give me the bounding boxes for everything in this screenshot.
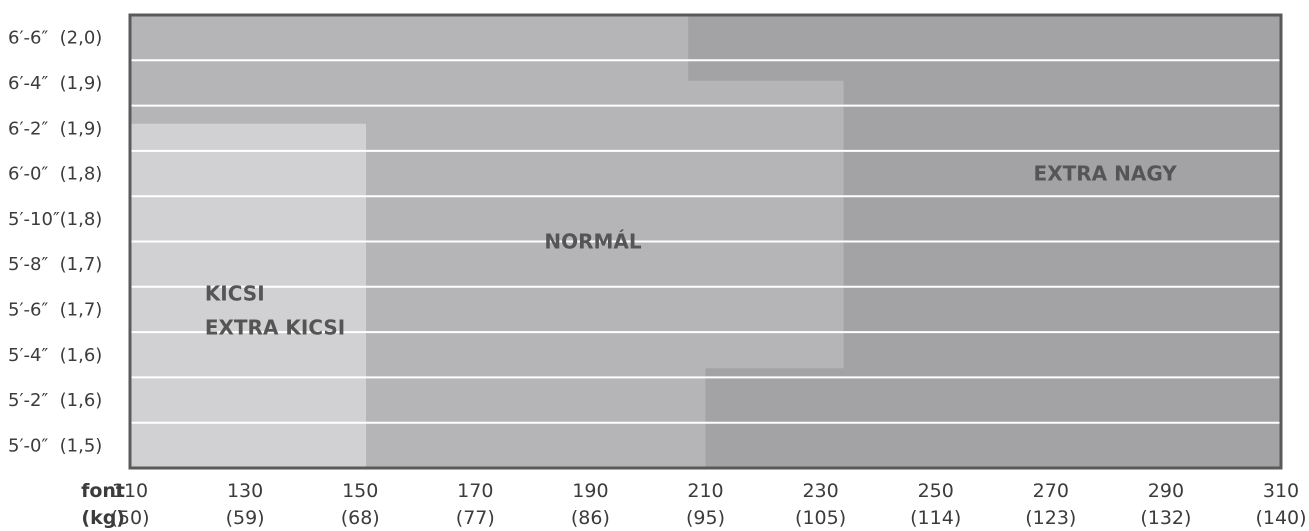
gridlines: [130, 59, 1281, 424]
x-tick-label: 230: [802, 480, 838, 502]
x-tick-label: 130: [227, 480, 263, 502]
y-tick-label: 6′-6″ (2,0): [8, 28, 102, 49]
x-tick-label: 250: [918, 480, 954, 502]
x-tick-label: 270: [1033, 480, 1069, 502]
x-tick-sublabel: (140): [1255, 507, 1306, 529]
x-tick-sublabel: (68): [341, 507, 380, 529]
x-tick-label: 290: [1148, 480, 1184, 502]
y-tick-label: 6′-2″ (1,9): [8, 118, 102, 139]
region-label: NORMÁL: [544, 230, 642, 254]
region-labels: EXTRA NAGY NORMÁL KICSI EXTRA KICSI: [205, 162, 1177, 340]
x-axis-unit: (kg): [81, 507, 125, 529]
x-axis-labels: 110 (50) 130 (59) 150 (68) 170 (77) 190 (86) 210 (9…: [81, 480, 1306, 529]
x-tick-label: 190: [572, 480, 608, 502]
y-tick-label: 5′-8″ (1,7): [8, 254, 102, 275]
y-tick-label: 5′-4″ (1,6): [8, 345, 102, 366]
x-tick-sublabel: (123): [1025, 507, 1076, 529]
plot-border: [128, 13, 1283, 470]
y-axis-labels: 6′-6″ (2,0) 6′-4″ (1,9) 6′-2″ (1,9) 6′-0″ (…: [8, 28, 102, 457]
y-tick-label: 5′-6″ (1,7): [8, 299, 102, 320]
x-tick-label: 150: [342, 480, 378, 502]
x-tick-sublabel: (95): [686, 507, 725, 529]
region-kicsi: [130, 123, 366, 468]
x-tick-label: 310: [1263, 480, 1299, 502]
x-tick-sublabel: (50): [110, 507, 149, 529]
region-label: EXTRA NAGY: [1034, 162, 1178, 186]
x-tick-sublabel: (114): [910, 507, 961, 529]
y-tick-label: 5′-10″(1,8): [8, 209, 102, 230]
x-tick-label: 110: [112, 480, 148, 502]
x-tick-sublabel: (86): [571, 507, 610, 529]
y-tick-label: 5′-0″ (1,5): [8, 435, 102, 456]
x-tick-sublabel: (59): [226, 507, 265, 529]
x-tick-label: 210: [687, 480, 723, 502]
x-tick-sublabel: (105): [795, 507, 846, 529]
y-tick-label: 6′-4″ (1,9): [8, 73, 102, 94]
y-tick-label: 6′-0″ (1,8): [8, 164, 102, 185]
x-tick-sublabel: (77): [456, 507, 495, 529]
x-tick-label: 170: [457, 480, 493, 502]
region-label: EXTRA KICSI: [205, 316, 345, 340]
x-tick-sublabel: (132): [1140, 507, 1191, 529]
y-tick-label: 5′-2″ (1,6): [8, 390, 102, 411]
region-label: KICSI: [205, 282, 265, 306]
x-axis-title: font: [81, 480, 125, 502]
